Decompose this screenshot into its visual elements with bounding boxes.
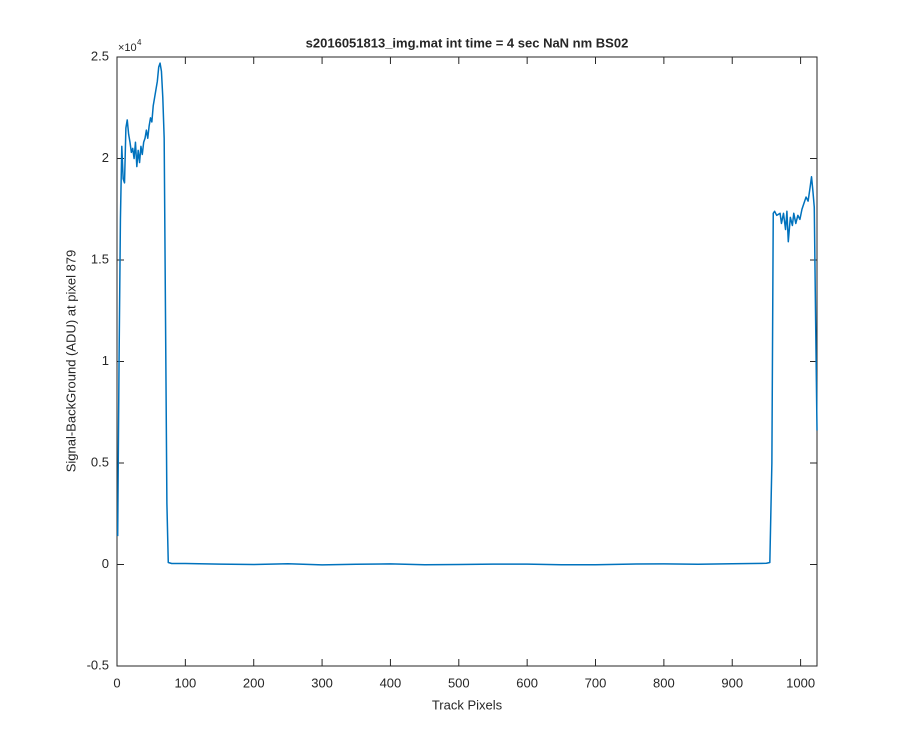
x-axis-label: Track Pixels [432,697,503,712]
y-multiplier-exponent: 4 [137,38,142,47]
y-tick-label: 1.5 [91,251,109,266]
x-tick-label: 700 [585,675,607,690]
chart-title: s2016051813_img.mat int time = 4 sec NaN… [306,35,629,50]
x-tick-label: 0 [113,675,120,690]
x-tick-label: 800 [653,675,675,690]
y-tick-label: 2.5 [91,48,109,63]
x-tick-label: 500 [448,675,470,690]
y-tick-label: 2 [102,150,109,165]
x-tick-label: 300 [311,675,333,690]
y-multiplier: ×10 [118,42,137,54]
x-tick-label: 100 [175,675,197,690]
x-tick-label: 600 [516,675,538,690]
y-tick-label: -0.5 [87,657,109,672]
y-axis-label: Signal-BackGround (ADU) at pixel 879 [63,250,78,473]
y-tick-label: 0 [102,556,109,571]
y-tick-label: 1 [102,353,109,368]
x-tick-label: 1000 [786,675,815,690]
x-tick-label: 400 [380,675,402,690]
data-line [116,62,818,566]
x-tick-label: 900 [721,675,743,690]
x-tick-label: 200 [243,675,265,690]
y-tick-label: 0.5 [91,454,109,469]
